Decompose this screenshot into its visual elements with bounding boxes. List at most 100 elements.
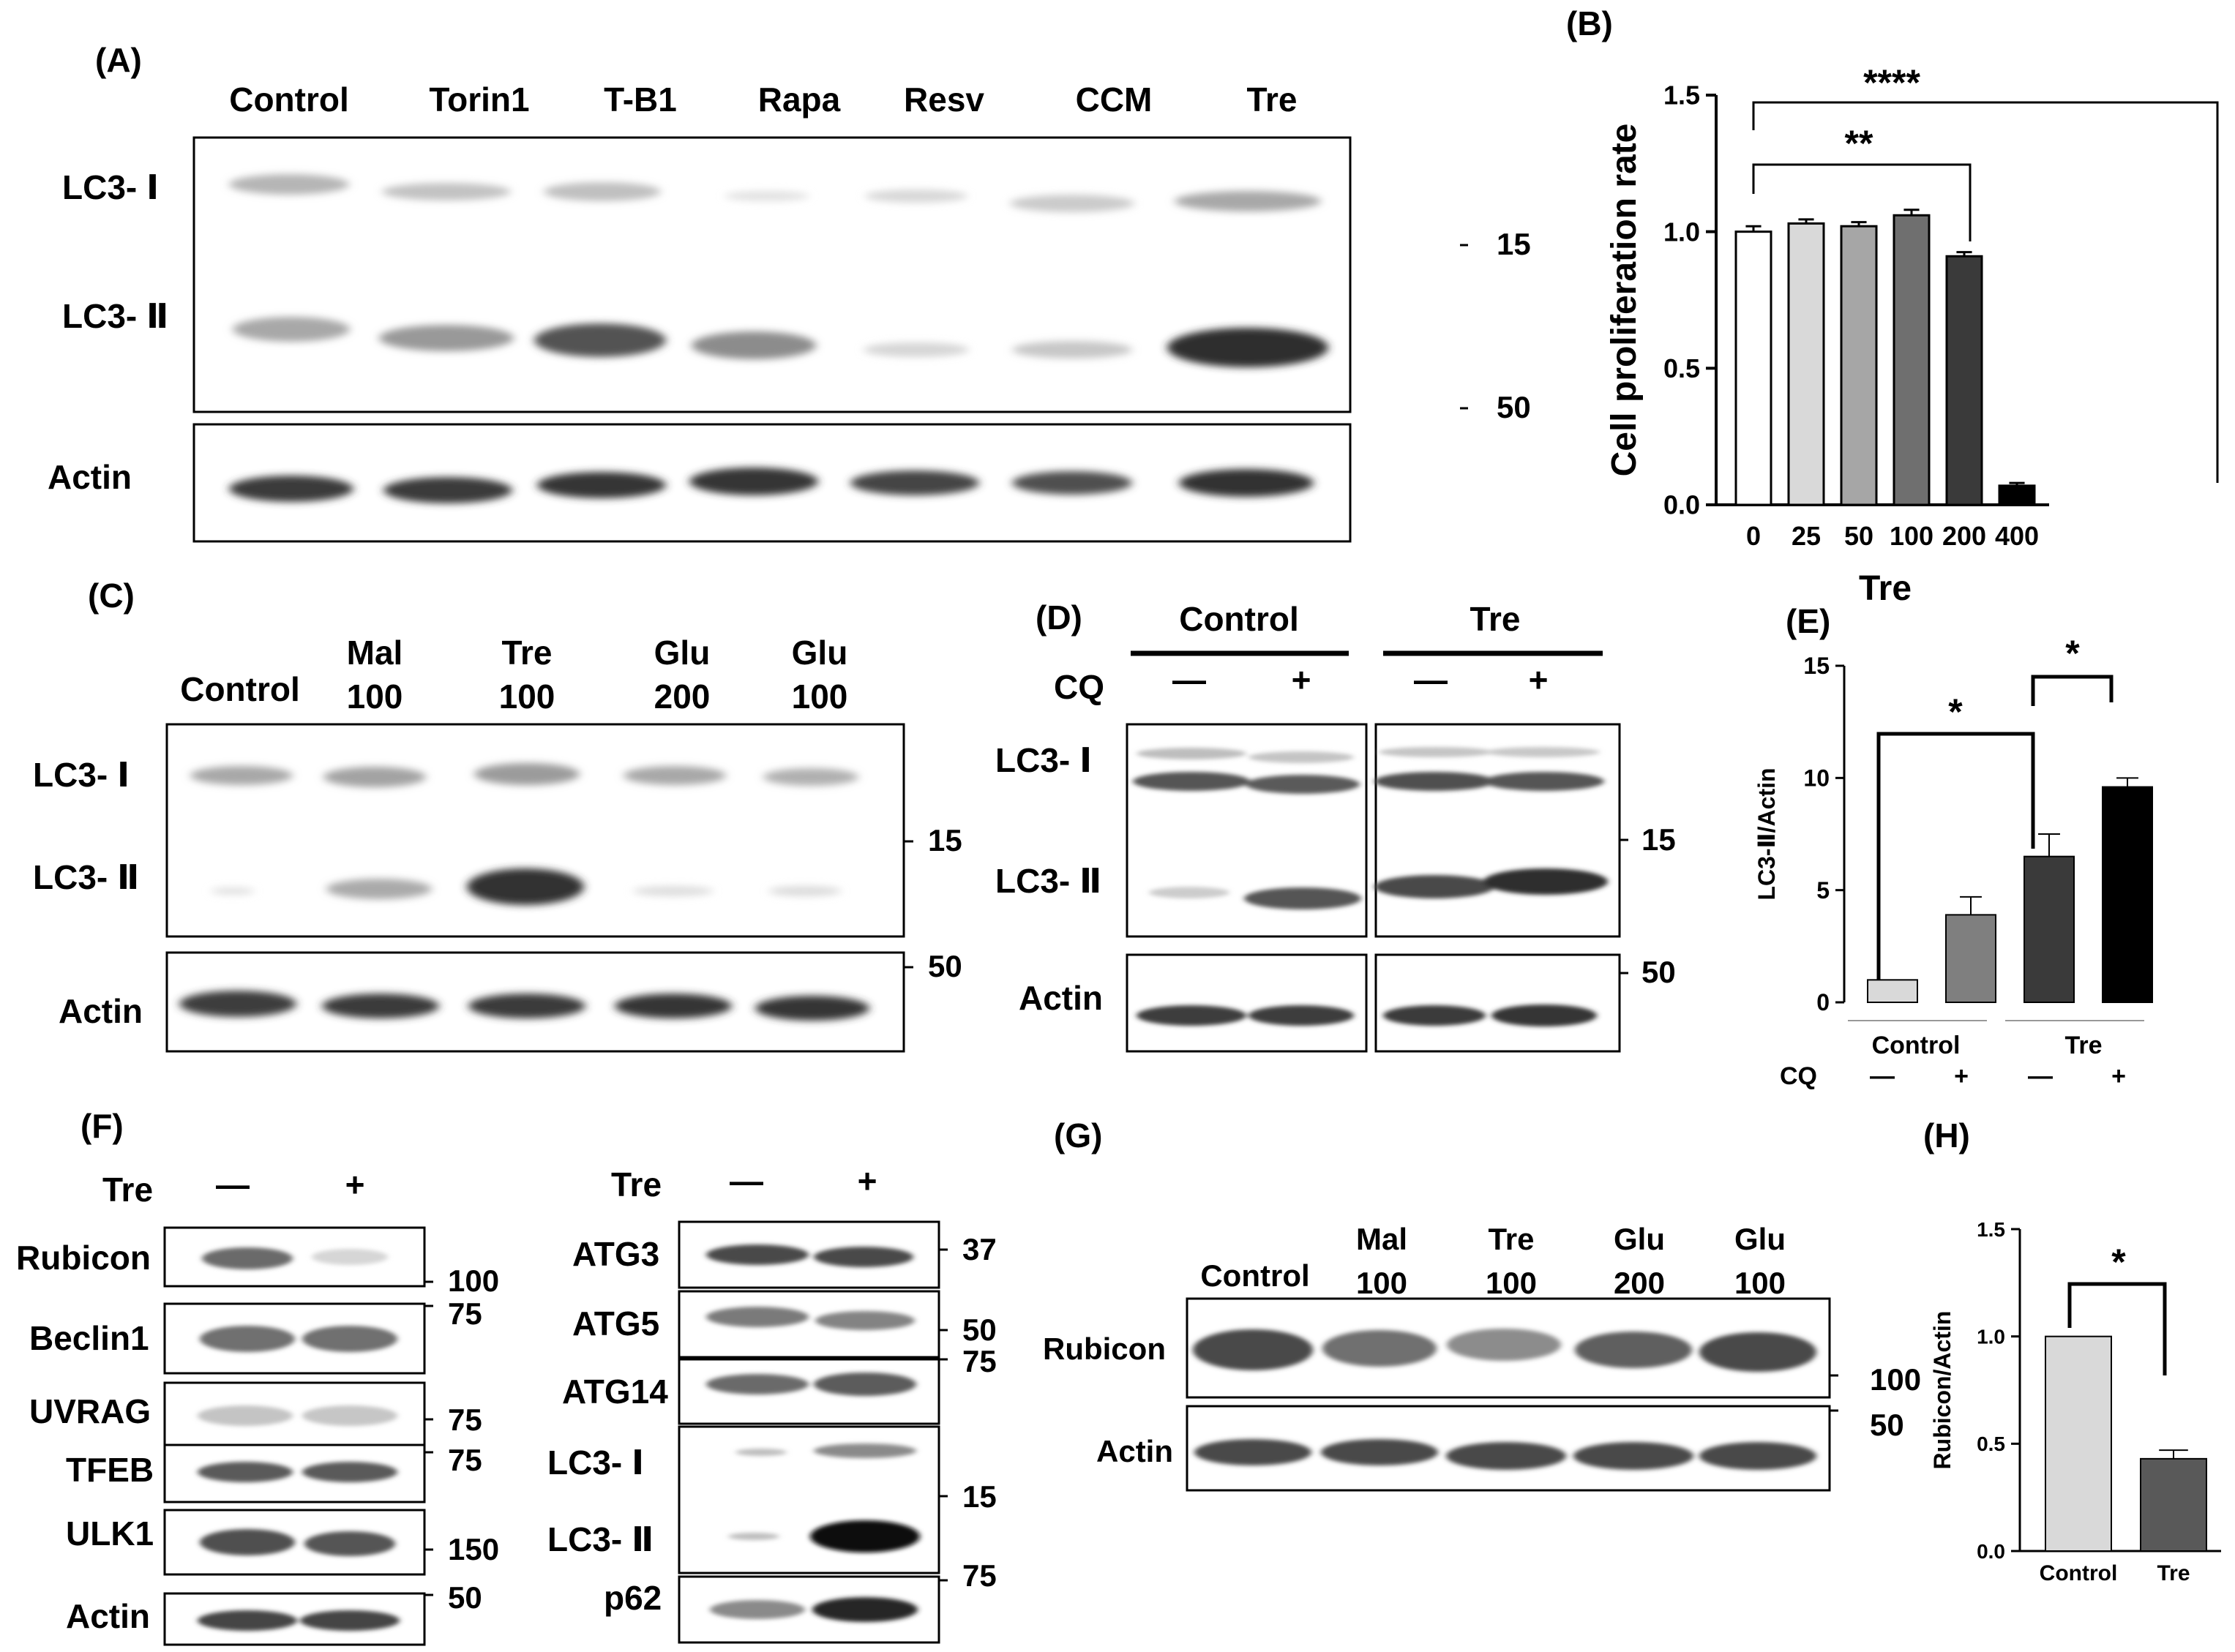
marker-f-right: 75 [962,1558,997,1593]
blot-bands-f-right [706,1244,920,1622]
blot-frame-d-actin-tre [1374,953,1621,1053]
band-a-actin [1012,471,1132,495]
tre-label-f-right: Tre [611,1165,662,1204]
band-a-lc3i [1175,191,1321,211]
x-tick-label: 200 [1942,521,1986,551]
panel-label-a: (A) [95,41,142,79]
band-d-lc3i [1484,772,1604,791]
y-tick-label: 1.0 [1977,1325,2005,1348]
x-tick-label: 50 [1844,521,1873,551]
y-tick-label: 1.5 [1977,1218,2005,1241]
band-f-p62 [812,1597,918,1622]
y-tick-label: 0.5 [1977,1433,2005,1455]
marker-f-left: 100 [448,1264,499,1298]
band-a-actin [537,472,666,498]
sig-label-b: **** [1863,62,1920,103]
lane-label-g: Glu [1614,1222,1665,1256]
band-d-actin [1383,1005,1486,1026]
bar [1867,979,1918,1004]
blot-bands-f-left [198,1247,400,1631]
row-label-f: p62 [604,1579,662,1617]
band-c-lc3ii [326,879,432,899]
lane-label-a: Tre [1246,80,1297,119]
panel-label-f: (F) [81,1107,124,1145]
marker-a: 50 [1497,390,1531,424]
chart-b: 0.0 0.5 1.0 1.5 Cell proliferation rate 0 25 50… [1605,80,2049,608]
band-c-lc3ii [211,887,255,895]
lane-labels-c: Control Mal 100 Tre 100 Glu 200 Glu 100 [180,634,847,716]
sig-bracket-h [2067,1282,2167,1375]
cq-sign-d: + [1292,661,1311,699]
lane-label-g: 200 [1614,1266,1665,1300]
bar [2140,1457,2207,1552]
lane-labels-g: Control Mal 100 Tre 100 Glu 200 Glu 100 [1200,1222,1786,1300]
band-d-upper [1248,751,1354,763]
blot-bands-a [229,174,1328,503]
x-axis-label: Tre [1859,569,1912,608]
tre-label-f-left: Tre [102,1171,153,1209]
row-label-c: LC3- Ⅰ [33,756,130,794]
row-label-f: ULK1 [66,1514,154,1552]
band-a-lc3ii [1012,341,1132,358]
marker-f-right: 75 [962,1344,997,1378]
row-label-f: ATG5 [572,1304,659,1343]
band-f-atg3 [814,1247,913,1267]
x-tick-label: 25 [1792,521,1821,551]
panel-label-g: (G) [1054,1116,1102,1154]
cq-sign-e: + [1954,1062,1969,1090]
band-d-lc3i [1133,772,1250,791]
band-f-beclin1 [200,1326,295,1352]
x-tick-label: 100 [1890,521,1933,551]
panel-d: (D) Control Tre CQ — + — + LC3- Ⅰ LC3- Ⅱ… [995,598,1676,1053]
band-g-rubicon [1193,1329,1313,1370]
lane-label-a: T-B1 [604,80,677,119]
band-g-actin [1699,1442,1816,1470]
band-a-actin [383,477,512,503]
cq-label-d: CQ [1054,668,1104,706]
band-c-actin [322,994,439,1018]
marker-f-left: 75 [448,1443,482,1477]
band-a-lc3ii [379,325,514,351]
marker-f-right: 50 [962,1313,997,1347]
sig-brackets-e [1876,675,2114,980]
lane-label-g: Tre [1488,1222,1534,1256]
lane-label-a: Torin1 [429,80,529,119]
group-label-e: Tre [2064,1032,2102,1059]
band-f-rubicon [312,1249,388,1265]
bar [1840,225,1878,506]
band-a-lc3ii [1167,328,1328,367]
cq-sign-e: — [2028,1062,2053,1090]
marker-d: 50 [1641,955,1676,989]
bar [1893,214,1931,506]
band-c-actin [615,994,732,1018]
lane-label-c: Tre [501,634,552,672]
band-c-lc3i [624,766,726,785]
row-label-d: LC3- Ⅱ [995,862,1101,900]
bar [2024,855,2075,1003]
marker-c: 15 [928,823,962,857]
marker-a: 15 [1497,227,1531,261]
blot-bands-g [1193,1329,1816,1470]
panel-label-h: (H) [1923,1116,1970,1154]
sig-label-e: * [2065,633,2080,674]
panel-label-e: (E) [1786,602,1830,640]
lane-label-c: Control [180,670,300,708]
band-f-lc3i [735,1449,787,1456]
band-a-actin [850,470,979,495]
bar [1787,222,1825,506]
y-axis-label: LC3-Ⅱ/Actin [1753,767,1780,900]
chart-e: 0 5 10 15 LC3-Ⅱ/Actin [1753,653,2153,1015]
row-label-f: LC3- Ⅱ [547,1520,654,1558]
band-a-lc3i [865,189,967,203]
band-d-lc3ii [1149,887,1229,898]
y-axis-label: Cell proliferation rate [1605,124,1644,477]
sig-label-e: * [1948,691,1963,732]
cq-label-e: CQ [1780,1062,1817,1090]
y-tick-label: 5 [1816,877,1830,904]
band-d-lc3ii [1374,875,1494,898]
band-f-actin [198,1610,297,1631]
band-a-lc3ii [233,317,350,342]
panel-g: (G) Control Mal 100 Tre 100 Glu 200 Glu … [1043,1116,1921,1492]
band-a-lc3ii [534,323,666,357]
